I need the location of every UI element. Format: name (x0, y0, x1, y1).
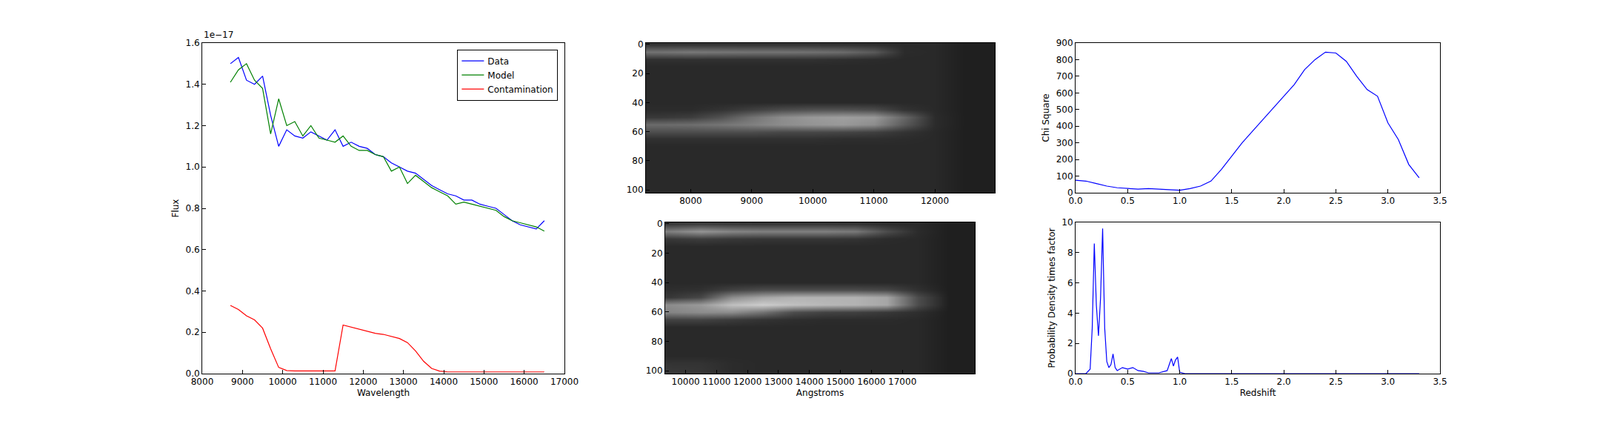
svg-text:6: 6 (1067, 277, 1074, 289)
svg-text:14000: 14000 (429, 376, 458, 387)
svg-text:11000: 11000 (702, 376, 731, 387)
svg-text:2.0: 2.0 (1277, 376, 1292, 387)
svg-text:40: 40 (651, 277, 663, 288)
svg-text:10000: 10000 (268, 376, 298, 387)
svg-text:100: 100 (626, 184, 644, 195)
svg-text:2.0: 2.0 (1277, 195, 1292, 206)
svg-text:15000: 15000 (825, 376, 855, 387)
svg-text:Angstroms: Angstroms (796, 387, 844, 398)
svg-text:0.6: 0.6 (185, 244, 200, 255)
svg-text:14000: 14000 (795, 376, 824, 387)
svg-text:11000: 11000 (860, 195, 889, 206)
svg-text:8: 8 (1067, 247, 1074, 258)
svg-text:17000: 17000 (550, 376, 579, 387)
svg-text:3.5: 3.5 (1432, 376, 1447, 387)
svg-text:0: 0 (1067, 368, 1074, 379)
svg-text:1.4: 1.4 (185, 79, 200, 90)
svg-text:2.5: 2.5 (1328, 195, 1343, 206)
svg-text:0.0: 0.0 (185, 368, 200, 379)
svg-text:800: 800 (1056, 54, 1074, 66)
svg-text:8000: 8000 (191, 376, 215, 387)
svg-text:2: 2 (1067, 337, 1074, 349)
svg-text:0: 0 (637, 39, 644, 50)
svg-text:11000: 11000 (308, 376, 338, 387)
svg-text:16000: 16000 (510, 376, 539, 387)
svg-text:15000: 15000 (469, 376, 498, 387)
svg-text:1.0: 1.0 (1172, 195, 1187, 206)
svg-text:400: 400 (1056, 120, 1074, 132)
svg-text:200: 200 (1056, 154, 1074, 165)
svg-text:1.2: 1.2 (185, 120, 200, 132)
svg-text:Data: Data (487, 56, 509, 67)
svg-text:500: 500 (1056, 104, 1074, 115)
svg-text:80: 80 (651, 336, 663, 347)
svg-text:12000: 12000 (348, 376, 378, 387)
svg-text:Redshift: Redshift (1240, 387, 1277, 398)
svg-text:1.5: 1.5 (1224, 376, 1239, 387)
svg-text:1.6: 1.6 (185, 37, 200, 49)
svg-text:10: 10 (1061, 217, 1073, 228)
svg-text:17000: 17000 (888, 376, 917, 387)
svg-text:0: 0 (657, 218, 663, 229)
svg-text:12000: 12000 (733, 376, 762, 387)
svg-text:2.5: 2.5 (1328, 376, 1343, 387)
svg-text:9000: 9000 (740, 195, 764, 206)
svg-text:10000: 10000 (798, 195, 827, 206)
svg-text:700: 700 (1056, 71, 1074, 82)
svg-text:Flux: Flux (170, 199, 181, 218)
svg-text:3.0: 3.0 (1380, 195, 1395, 206)
svg-text:8000: 8000 (679, 195, 703, 206)
svg-text:Probability Density times fact: Probability Density times factor (1046, 227, 1058, 368)
svg-text:12000: 12000 (920, 195, 949, 206)
svg-text:9000: 9000 (231, 376, 255, 387)
svg-text:1e−17: 1e−17 (203, 29, 234, 40)
svg-text:Wavelength: Wavelength (357, 387, 410, 398)
svg-text:0.0: 0.0 (1068, 195, 1083, 206)
svg-text:20: 20 (651, 248, 663, 259)
svg-text:16000: 16000 (857, 376, 886, 387)
svg-text:600: 600 (1056, 88, 1074, 99)
svg-text:0: 0 (1067, 187, 1074, 198)
svg-text:13000: 13000 (764, 376, 793, 387)
svg-text:3.5: 3.5 (1432, 195, 1447, 206)
svg-text:100: 100 (645, 365, 663, 376)
svg-text:60: 60 (651, 306, 663, 318)
svg-text:0.5: 0.5 (1120, 195, 1135, 206)
svg-text:0.0: 0.0 (1068, 376, 1083, 387)
svg-text:Chi Square: Chi Square (1040, 93, 1052, 142)
svg-text:Contamination: Contamination (487, 84, 553, 95)
svg-text:4: 4 (1067, 308, 1074, 319)
svg-text:Model: Model (487, 70, 515, 81)
svg-text:100: 100 (1056, 171, 1074, 182)
svg-text:1.5: 1.5 (1224, 195, 1239, 206)
svg-text:1.0: 1.0 (1172, 376, 1187, 387)
svg-text:0.8: 0.8 (185, 202, 200, 214)
svg-text:1.0: 1.0 (185, 161, 200, 172)
svg-text:60: 60 (631, 126, 643, 138)
svg-text:0.5: 0.5 (1120, 376, 1135, 387)
svg-text:900: 900 (1056, 37, 1074, 49)
svg-text:10000: 10000 (671, 376, 700, 387)
svg-text:3.0: 3.0 (1380, 376, 1395, 387)
svg-text:40: 40 (631, 97, 643, 109)
svg-text:0.2: 0.2 (185, 326, 200, 338)
svg-text:13000: 13000 (389, 376, 418, 387)
svg-text:20: 20 (631, 68, 643, 79)
svg-text:80: 80 (631, 155, 643, 166)
svg-text:0.4: 0.4 (185, 285, 200, 297)
svg-text:300: 300 (1056, 137, 1074, 149)
